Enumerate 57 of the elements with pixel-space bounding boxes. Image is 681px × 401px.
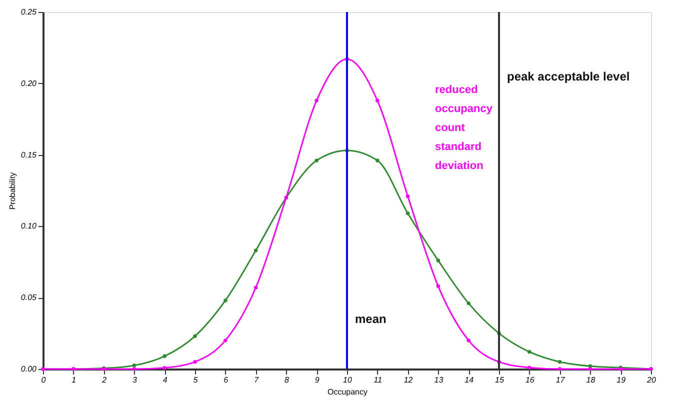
point [254, 248, 258, 252]
y-tick-label: 0.10 [20, 222, 38, 231]
ref-line-label: peak acceptable level [507, 69, 630, 84]
point [558, 367, 562, 371]
point [224, 338, 228, 342]
point [558, 360, 562, 364]
y-tick-label: 0.00 [20, 364, 38, 374]
y-tick-label: 0.20 [20, 78, 38, 88]
x-tick-label: 1 [72, 376, 76, 384]
y-tick-label: 0.25 [20, 8, 38, 16]
point [132, 364, 136, 368]
point [314, 158, 318, 162]
point [588, 367, 592, 371]
x-tick-label: 19 [616, 376, 626, 384]
point [224, 298, 228, 302]
x-tick-label: 5 [193, 376, 198, 384]
y-tick-label: 0.15 [20, 150, 38, 160]
x-tick-label: 3 [132, 376, 138, 384]
point [376, 158, 380, 162]
point [528, 350, 532, 354]
point [436, 258, 440, 262]
point [132, 367, 136, 371]
point [162, 366, 166, 370]
point [436, 284, 440, 288]
x-tick-label: 2 [101, 376, 108, 384]
x-tick-label: 0 [41, 376, 46, 384]
x-tick-label: 7 [254, 376, 260, 384]
x-tick-label: 15 [495, 376, 504, 384]
x-tick-label: 13 [434, 376, 444, 384]
x-tick-label: 9 [314, 376, 320, 384]
y-axis-title: Probability [8, 172, 17, 210]
point [528, 366, 532, 370]
point [376, 98, 380, 102]
x-tick-label: 16 [525, 376, 535, 384]
point [162, 354, 166, 358]
point [406, 211, 410, 216]
x-axis-title: Occupancy [327, 388, 368, 396]
point [193, 360, 197, 364]
point [314, 98, 318, 102]
x-tick-label: 20 [646, 376, 656, 384]
x-tick-label: 18 [586, 376, 596, 384]
x-tick-label: 6 [224, 376, 229, 384]
point [406, 194, 410, 198]
point [466, 338, 470, 342]
y-tick-label: 0.05 [20, 293, 38, 302]
x-tick-label: 10 [343, 376, 352, 384]
point [254, 286, 258, 290]
x-tick-label: 11 [374, 376, 382, 384]
x-tick-label: 17 [556, 376, 566, 384]
point [193, 334, 197, 338]
point [466, 301, 470, 306]
x-tick-label: 4 [162, 376, 168, 384]
x-tick-label: 12 [404, 376, 414, 384]
x-tick-label: 8 [284, 376, 290, 384]
x-tick-label: 14 [464, 376, 474, 384]
ref-line-label: mean [355, 312, 386, 326]
annotation: reduced occupancy count standard deviation [435, 84, 494, 172]
